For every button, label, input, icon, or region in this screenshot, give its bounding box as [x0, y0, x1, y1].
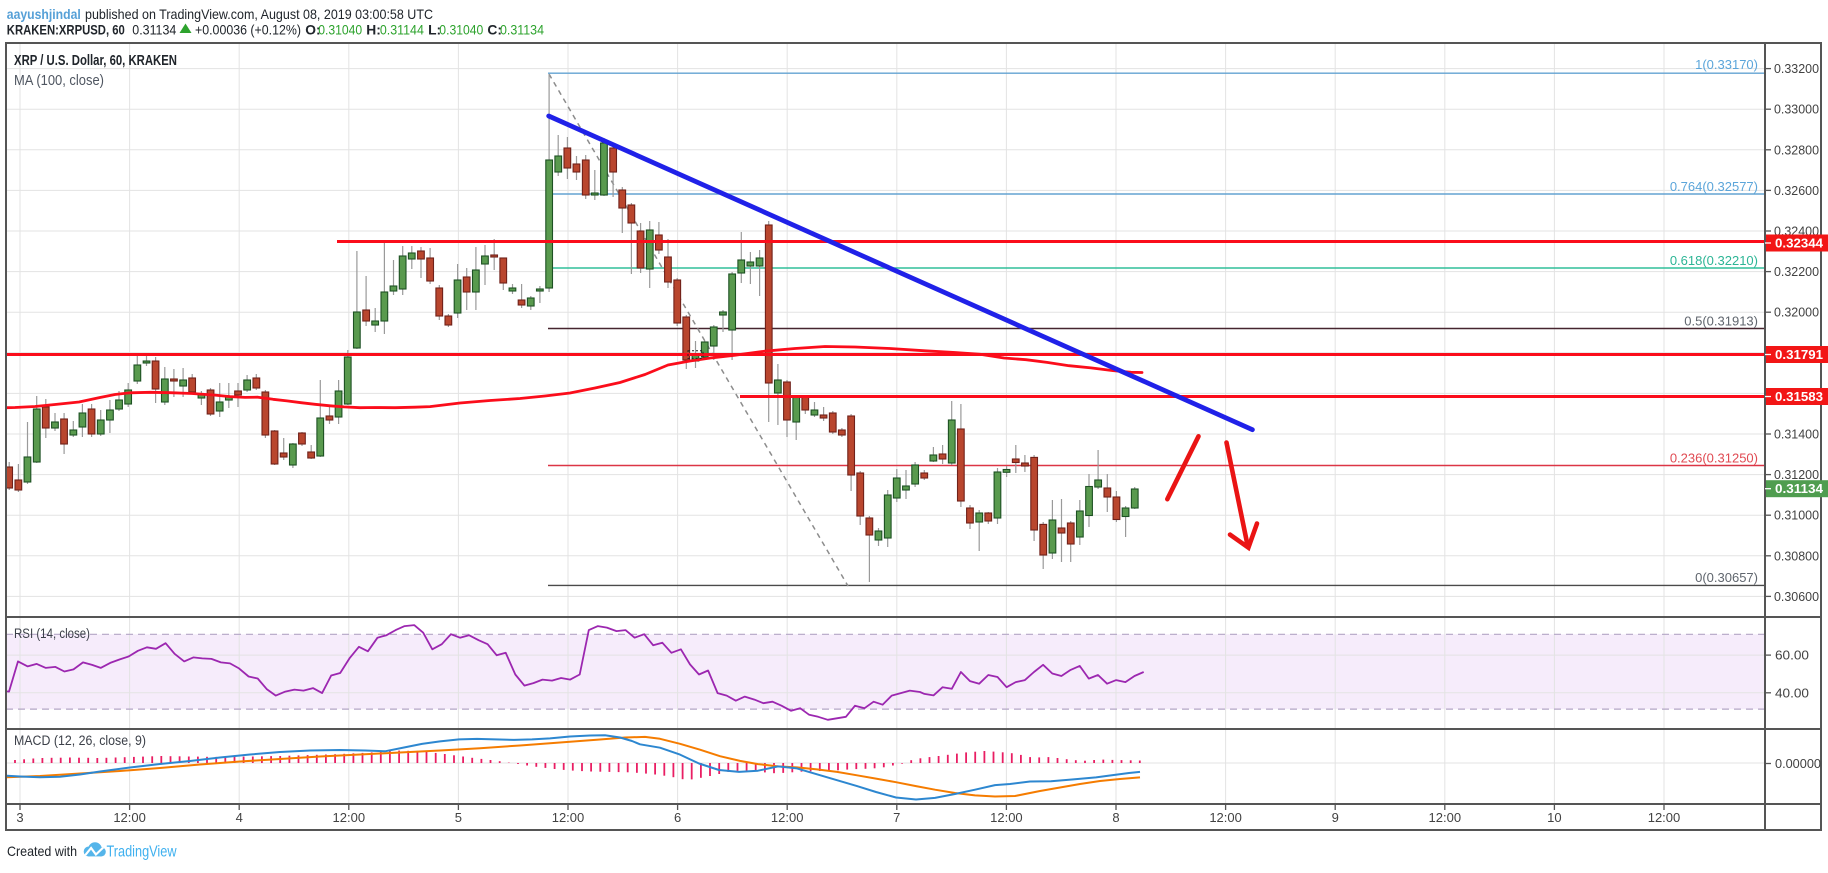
svg-text:MA (100, close): MA (100, close) — [14, 73, 104, 89]
svg-text:0.31040: 0.31040 — [318, 23, 362, 38]
svg-text:L:: L: — [428, 23, 441, 38]
svg-text:12:00: 12:00 — [990, 810, 1023, 825]
svg-text:0.764(0.32577): 0.764(0.32577) — [1670, 179, 1758, 194]
svg-text:0.236(0.31250): 0.236(0.31250) — [1670, 451, 1758, 466]
svg-text:RSI (14, close): RSI (14, close) — [14, 626, 90, 641]
svg-text:Created with: Created with — [7, 843, 77, 859]
svg-text:0.32600: 0.32600 — [1774, 183, 1819, 198]
svg-text:0.33000: 0.33000 — [1774, 102, 1819, 117]
svg-text:4: 4 — [236, 810, 243, 825]
svg-text:0.31134: 0.31134 — [1775, 481, 1824, 496]
svg-text:3: 3 — [16, 810, 23, 825]
svg-text:12:00: 12:00 — [1209, 810, 1242, 825]
svg-text:aayushjindal: aayushjindal — [7, 7, 81, 22]
svg-text:TradingView: TradingView — [107, 844, 177, 861]
svg-text:0.31134: 0.31134 — [132, 23, 176, 38]
svg-text:published on TradingView.com,: published on TradingView.com, August 08,… — [85, 7, 433, 22]
svg-text:10: 10 — [1547, 810, 1561, 825]
svg-text:0.32800: 0.32800 — [1774, 142, 1819, 157]
svg-text:0.30800: 0.30800 — [1774, 548, 1819, 563]
svg-text:0.618(0.32210): 0.618(0.32210) — [1670, 253, 1758, 268]
svg-text:5: 5 — [455, 810, 462, 825]
svg-text:12:00: 12:00 — [1648, 810, 1681, 825]
svg-text:0(0.30657): 0(0.30657) — [1695, 570, 1758, 585]
svg-text:60.00: 60.00 — [1775, 648, 1809, 663]
svg-text:12:00: 12:00 — [1429, 810, 1462, 825]
svg-text:0.31400: 0.31400 — [1774, 427, 1819, 442]
svg-text:12:00: 12:00 — [113, 810, 146, 825]
svg-text:0.32000: 0.32000 — [1774, 305, 1819, 320]
svg-text:0.31144: 0.31144 — [380, 23, 424, 38]
svg-text:12:00: 12:00 — [771, 810, 804, 825]
svg-text:12:00: 12:00 — [552, 810, 585, 825]
svg-text:+0.00036 (+0.12%): +0.00036 (+0.12%) — [195, 23, 301, 38]
svg-text:0.33200: 0.33200 — [1774, 61, 1819, 76]
svg-text:9: 9 — [1332, 810, 1339, 825]
svg-text:0.31583: 0.31583 — [1775, 389, 1823, 404]
svg-text:6: 6 — [674, 810, 681, 825]
svg-text:0.31134: 0.31134 — [500, 23, 544, 38]
svg-text:MACD (12, 26, close, 9): MACD (12, 26, close, 9) — [14, 733, 146, 748]
svg-text:8: 8 — [1112, 810, 1119, 825]
svg-text:0.31040: 0.31040 — [439, 23, 483, 38]
svg-text:KRAKEN:XRPUSD, 60: KRAKEN:XRPUSD, 60 — [7, 23, 125, 38]
svg-text:C:: C: — [487, 23, 502, 38]
svg-text:XRP / U.S. Dollar, 60, KRAKEN: XRP / U.S. Dollar, 60, KRAKEN — [14, 53, 177, 69]
svg-text:0.31200: 0.31200 — [1774, 467, 1819, 482]
svg-text:0.32344: 0.32344 — [1775, 236, 1824, 251]
svg-text:0.00000: 0.00000 — [1775, 756, 1821, 771]
svg-text:0.31791: 0.31791 — [1775, 347, 1823, 362]
svg-text:0.32200: 0.32200 — [1774, 264, 1819, 279]
svg-text:7: 7 — [893, 810, 900, 825]
svg-text:H:: H: — [366, 23, 381, 38]
svg-text:0.5(0.31913): 0.5(0.31913) — [1684, 314, 1758, 329]
svg-text:0.30600: 0.30600 — [1774, 589, 1819, 604]
svg-text:O:: O: — [305, 23, 320, 38]
svg-text:1(0.33170): 1(0.33170) — [1695, 57, 1758, 72]
svg-text:40.00: 40.00 — [1775, 685, 1809, 700]
svg-text:12:00: 12:00 — [333, 810, 366, 825]
svg-text:0.31000: 0.31000 — [1774, 508, 1819, 523]
